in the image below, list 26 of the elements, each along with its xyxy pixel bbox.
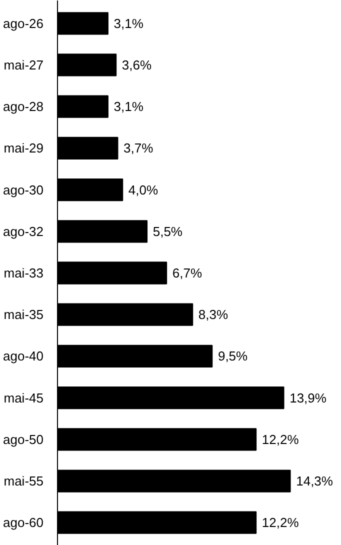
data-label: 12,2% xyxy=(262,432,300,447)
data-label: 9,5% xyxy=(218,348,248,364)
data-label: 12,2% xyxy=(262,515,300,530)
y-tick-label: ago-28 xyxy=(3,99,44,114)
data-label: 3,1% xyxy=(114,16,144,31)
y-tick-label: ago-26 xyxy=(3,16,44,31)
y-tick-label: ago-40 xyxy=(3,348,44,364)
y-tick-label: mai-27 xyxy=(4,57,44,72)
data-label: 8,3% xyxy=(198,307,229,322)
y-tick-label: ago-60 xyxy=(3,515,44,530)
data-label: 5,5% xyxy=(152,224,183,239)
y-tick-label: ago-32 xyxy=(3,224,44,239)
y-tick-label: mai-33 xyxy=(4,266,44,280)
y-tick-label: mai-55 xyxy=(4,474,44,489)
y-tick-label: mai-35 xyxy=(4,307,44,322)
y-tick-label: mai-29 xyxy=(4,140,44,156)
data-label: 3,7% xyxy=(124,140,154,156)
data-label: 3,1% xyxy=(114,99,144,114)
y-tick-label: ago-30 xyxy=(3,182,44,198)
data-label: 13,9% xyxy=(290,390,327,406)
data-label: 3,6% xyxy=(122,57,152,72)
data-label: 14,3% xyxy=(296,474,334,489)
y-tick-label: ago-50 xyxy=(3,432,44,447)
data-label: 4,0% xyxy=(128,182,159,198)
data-label: 6,7% xyxy=(172,266,202,280)
y-tick-label: mai-45 xyxy=(4,390,44,406)
